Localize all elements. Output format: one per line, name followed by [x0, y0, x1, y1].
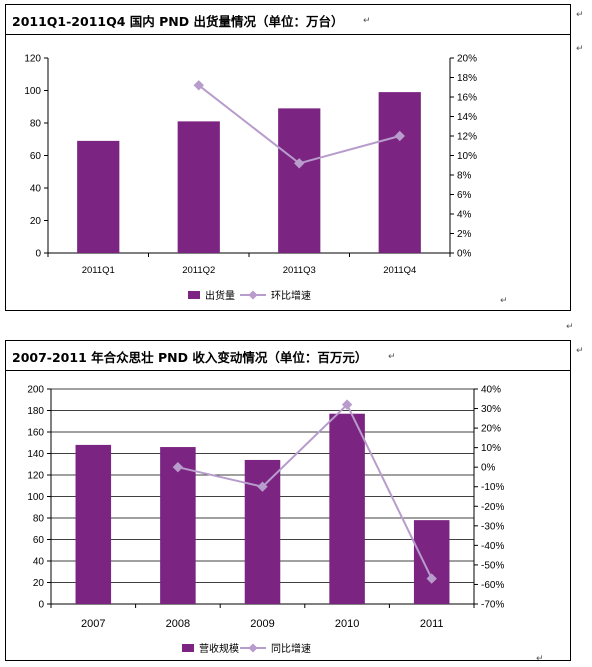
growth-point [426, 573, 437, 584]
right-tick-label: 6% [457, 190, 472, 201]
right-tick-label: 14% [457, 112, 477, 123]
bar [413, 520, 450, 604]
right-tick-label: -50% [481, 560, 504, 571]
left-tick-label: 20 [33, 578, 45, 589]
category-label: 2011Q2 [182, 265, 215, 276]
left-tick-label: 120 [24, 54, 41, 65]
left-tick-label: 0 [35, 249, 41, 260]
bar [77, 140, 120, 253]
left-tick-label: 20 [30, 216, 42, 227]
paragraph-mark: ↵ [576, 10, 584, 20]
left-tick-label: 40 [33, 557, 45, 568]
legend-swatch-marker [248, 290, 258, 300]
category-label: 2011 [420, 618, 444, 630]
category-label: 2007 [81, 618, 105, 630]
bar [278, 108, 321, 253]
growth-point [257, 481, 268, 492]
growth-line [177, 402, 433, 580]
right-tick-label: -40% [481, 541, 504, 552]
paragraph-mark: ↵ [500, 296, 508, 306]
left-tick-label: 120 [27, 471, 44, 482]
category-label: 2008 [166, 618, 190, 630]
paragraph-mark: ↵ [576, 44, 584, 54]
legend-label-bar: 出货量 [205, 289, 235, 302]
right-tick-label: 40% [481, 385, 501, 396]
right-tick-label: -30% [481, 521, 504, 532]
growth-point [172, 461, 184, 473]
bar [378, 92, 421, 253]
right-tick-label: 4% [457, 210, 472, 221]
right-tick-label: 30% [481, 404, 501, 415]
left-tick-label: 80 [33, 514, 45, 525]
right-tick-label: 12% [457, 132, 477, 143]
left-tick-label: 140 [27, 449, 44, 460]
bar [75, 444, 112, 604]
category-label: 2009 [250, 618, 274, 630]
category-label: 2011Q3 [283, 265, 316, 276]
legend-swatch-marker [248, 643, 258, 653]
legend-label-line: 环比增速 [271, 289, 311, 302]
right-tick-label: 10% [457, 151, 477, 162]
paragraph-mark: ↵ [536, 654, 544, 664]
category-label: 2011Q4 [383, 265, 416, 276]
right-tick-label: 2% [457, 229, 472, 240]
growth-point [341, 399, 353, 410]
left-tick-label: 100 [27, 492, 44, 503]
legend-swatch-bar [188, 291, 200, 299]
category-label: 2010 [335, 618, 359, 630]
right-tick-label: 8% [457, 171, 472, 182]
chart-1-title-box: 2011Q1-2011Q4 国内 PND 出货量情况（单位：万台） [5, 4, 571, 35]
chart-2-frame: 0 20 40 60 80 100 120 140 160 180 200 -70% -60% -50% -… [5, 371, 571, 661]
left-tick-label: 60 [33, 535, 45, 546]
paragraph-mark: ↵ [566, 322, 574, 332]
right-tick-label: 20% [457, 54, 477, 65]
right-tick-label: 16% [457, 93, 477, 104]
right-tick-label: 0% [481, 463, 496, 474]
growth-point [294, 158, 305, 169]
chart-1-title: 2011Q1-2011Q4 国内 PND 出货量情况（单位：万台） [12, 14, 344, 29]
left-tick-label: 180 [27, 406, 44, 417]
category-label: 2011Q1 [82, 265, 115, 276]
chart-1-frame: 0 20 40 60 80 100 120 0% 2% 4% 6% 8% 10% 12% 14% 16% 18%… [5, 35, 571, 311]
chart-2-title: 2007-2011 年合众思壮 PND 收入变动情况（单位：百万元） [12, 350, 368, 365]
left-tick-label: 40 [30, 184, 42, 195]
bar [160, 447, 196, 604]
chart-1-svg: 0 20 40 60 80 100 120 0% 2% 4% 6% 8% 10% 12% 14% 16% 18%… [24, 54, 477, 303]
left-tick-label: 60 [30, 151, 42, 162]
paragraph-mark: ↵ [363, 16, 371, 26]
left-tick-label: 160 [27, 428, 44, 439]
right-tick-label: 10% [481, 443, 501, 454]
right-tick-label: -70% [481, 600, 504, 611]
right-tick-label: 0% [457, 249, 472, 260]
growth-point [193, 80, 204, 91]
right-tick-label: -10% [481, 482, 504, 493]
right-tick-label: -20% [481, 502, 504, 513]
growth-point [394, 130, 405, 142]
left-tick-label: 200 [27, 385, 44, 396]
right-tick-label: 20% [481, 424, 501, 435]
right-tick-label: -60% [481, 580, 504, 591]
legend-label-bar: 营收规模 [199, 642, 239, 655]
chart-2-title-box: 2007-2011 年合众思壮 PND 收入变动情况（单位：百万元） [5, 340, 571, 371]
chart-2-svg: 0 20 40 60 80 100 120 140 160 180 200 -70% -60% -50% -… [27, 385, 504, 656]
legend-swatch-bar [182, 644, 194, 652]
left-tick-label: 0 [38, 600, 44, 611]
left-tick-label: 100 [24, 86, 41, 97]
paragraph-mark: ↵ [576, 346, 584, 356]
paragraph-mark: ↵ [388, 352, 396, 362]
bar [329, 413, 365, 604]
right-tick-label: 18% [457, 73, 477, 84]
legend-label-line: 同比增速 [271, 642, 311, 655]
bar [177, 121, 220, 253]
left-tick-label: 80 [30, 119, 42, 130]
